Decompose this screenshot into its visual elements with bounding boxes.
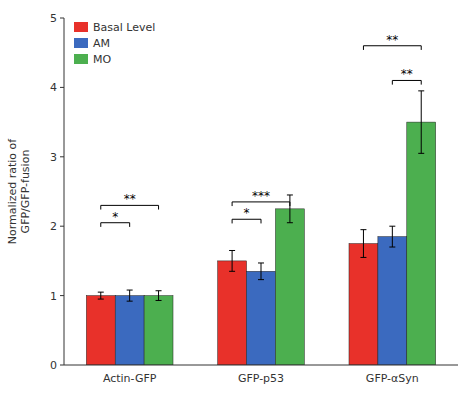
error-cap xyxy=(418,90,424,91)
error-line xyxy=(129,290,130,301)
y-tick-label: 0 xyxy=(50,359,57,372)
error-bar xyxy=(156,291,162,301)
error-cap xyxy=(389,247,395,248)
significance-label: * xyxy=(112,210,118,224)
y-tick xyxy=(60,226,64,227)
plot-area xyxy=(86,91,435,365)
error-bar xyxy=(258,263,264,280)
error-line xyxy=(158,291,159,301)
significance-label: ** xyxy=(386,33,398,47)
y-axis-label: Normalized ratio ofGFP/GFP-fusion xyxy=(6,138,32,244)
error-line xyxy=(421,91,422,153)
significance-label: * xyxy=(244,206,250,220)
bar xyxy=(86,296,115,365)
error-bar xyxy=(418,91,424,153)
error-bar xyxy=(287,195,293,223)
legend-label: Basal Level xyxy=(93,21,155,34)
error-line xyxy=(232,250,233,271)
legend-swatch xyxy=(74,38,88,48)
y-tick-label: 2 xyxy=(50,220,57,233)
error-bar xyxy=(389,226,395,247)
legend-label: MO xyxy=(93,53,111,66)
error-cap xyxy=(127,301,133,302)
y-tick-label: 1 xyxy=(50,290,57,303)
error-cap xyxy=(389,226,395,227)
error-cap xyxy=(258,262,264,263)
error-line xyxy=(100,292,101,299)
error-cap xyxy=(127,290,133,291)
legend-label: AM xyxy=(93,37,110,50)
error-cap xyxy=(229,271,235,272)
y-tick xyxy=(60,18,64,19)
y-tick-label: 5 xyxy=(50,12,57,25)
error-bar xyxy=(360,230,366,258)
legend-swatch xyxy=(74,54,88,64)
bar xyxy=(247,271,276,365)
significance-label: ** xyxy=(401,67,413,81)
bar xyxy=(407,122,436,365)
error-cap xyxy=(156,300,162,301)
x-axis xyxy=(64,365,458,366)
x-tick-label: GFP-αSyn xyxy=(366,372,419,385)
y-axis xyxy=(64,18,65,365)
bar xyxy=(144,296,173,365)
error-line xyxy=(363,230,364,258)
error-line xyxy=(289,195,290,223)
error-cap xyxy=(98,299,104,300)
error-cap xyxy=(418,153,424,154)
error-line xyxy=(392,226,393,247)
error-cap xyxy=(156,290,162,291)
error-cap xyxy=(98,292,104,293)
bar xyxy=(378,237,407,365)
error-bar xyxy=(229,250,235,271)
y-tick-label: 4 xyxy=(50,81,57,94)
bar xyxy=(218,261,247,365)
legend: Basal Level AM MO xyxy=(74,21,155,66)
bar xyxy=(349,244,378,365)
error-bar xyxy=(98,292,104,299)
error-bar xyxy=(127,290,133,301)
error-cap xyxy=(360,229,366,230)
x-tick-label: Actin-GFP xyxy=(103,372,157,385)
y-tick xyxy=(60,156,64,157)
error-cap xyxy=(287,194,293,195)
error-line xyxy=(261,263,262,280)
x-tick-label: GFP-p53 xyxy=(238,372,284,385)
legend-swatch xyxy=(74,22,88,32)
y-tick xyxy=(60,87,64,88)
error-cap xyxy=(360,257,366,258)
error-cap xyxy=(287,222,293,223)
y-tick xyxy=(60,365,64,366)
significance-label: ** xyxy=(124,192,136,206)
y-tick xyxy=(60,295,64,296)
bar xyxy=(275,209,304,365)
bar xyxy=(115,296,144,365)
error-cap xyxy=(229,250,235,251)
significance-label: *** xyxy=(252,189,270,203)
chart: 0 1 2 3 4 5 Normalized ratio ofGFP/GFP-fusion A… xyxy=(0,0,474,399)
y-axis-label-line: GFP/GFP-fusion xyxy=(19,150,32,234)
error-cap xyxy=(258,279,264,280)
y-tick-label: 3 xyxy=(50,151,57,164)
y-axis-label-line: Normalized ratio of xyxy=(6,138,19,244)
